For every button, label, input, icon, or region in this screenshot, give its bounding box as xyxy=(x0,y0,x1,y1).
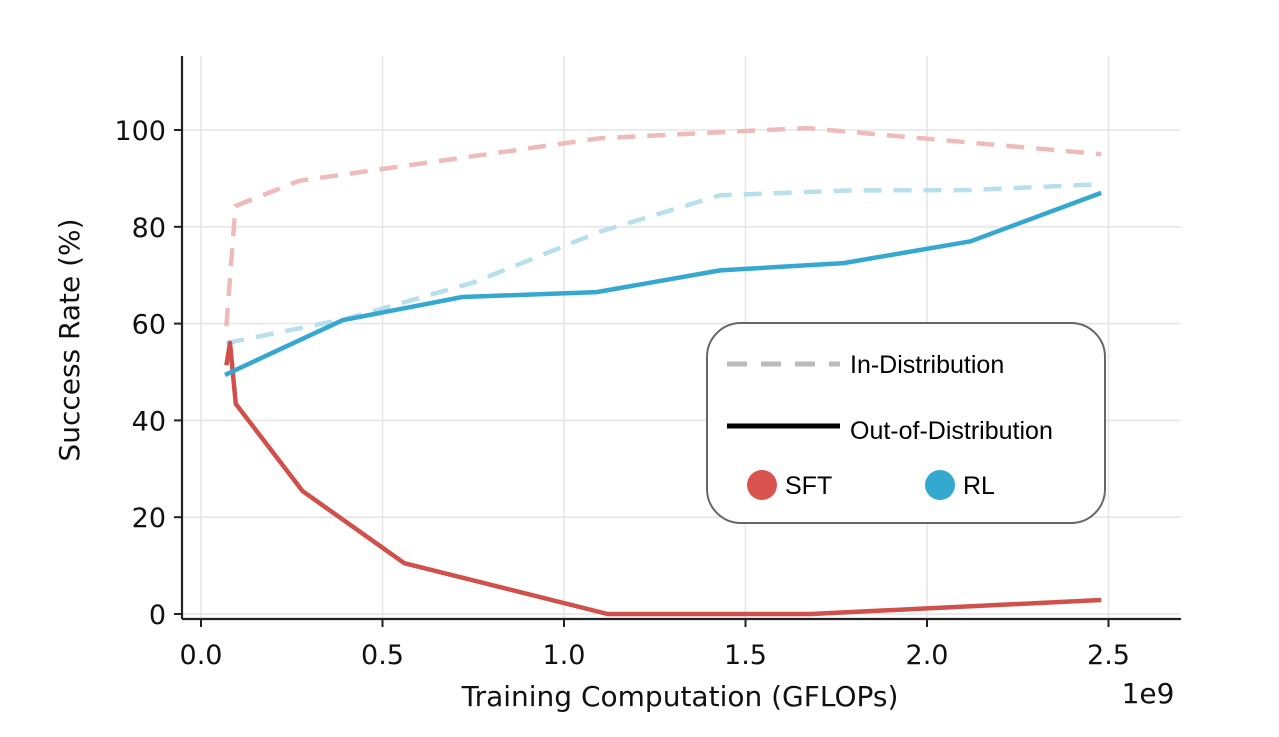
legend-frame xyxy=(706,322,1106,524)
legend-rl-dot xyxy=(925,470,955,500)
axes xyxy=(180,56,1181,621)
y-axis-label: Success Rate (%) xyxy=(53,218,86,461)
legend-sft-dot xyxy=(747,470,777,500)
x-offset-label: 1e9 xyxy=(1122,677,1175,710)
y-tick-label: 0 xyxy=(149,600,166,631)
ticks: 0.0 0.5 1.0 1.5 2.0 2.5 0 20 40 60 80 100 xyxy=(114,116,1130,671)
y-tick-label: 40 xyxy=(132,406,166,437)
legend-label-in-distribution: In-Distribution xyxy=(850,351,1004,379)
x-tick-label: 2.5 xyxy=(1087,640,1130,671)
legend-label-out-of-distribution: Out-of-Distribution xyxy=(850,417,1053,445)
y-tick-label: 100 xyxy=(114,116,166,147)
sft-out-of-distribution-line xyxy=(224,340,1102,617)
x-tick-label: 0.5 xyxy=(361,640,404,671)
x-tick-label: 2.0 xyxy=(906,640,949,671)
x-tick-label: 1.0 xyxy=(543,640,586,671)
legend-label-rl: RL xyxy=(963,472,995,500)
x-tick-label: 1.5 xyxy=(724,640,767,671)
y-tick-label: 20 xyxy=(132,503,166,534)
series-layer xyxy=(224,125,1102,617)
legend-label-sft: SFT xyxy=(785,472,832,500)
legend: In-Distribution Out-of-Distribution SFT … xyxy=(706,322,1106,524)
rl-out-of-distribution-line xyxy=(224,190,1102,377)
x-tick-label: 0.0 xyxy=(180,640,223,671)
rl-in-distribution-line xyxy=(225,181,1102,346)
y-tick-label: 60 xyxy=(132,310,166,341)
x-axis-label: Training Computation (GFLOPs) xyxy=(461,680,899,713)
y-tick-label: 80 xyxy=(132,213,166,244)
